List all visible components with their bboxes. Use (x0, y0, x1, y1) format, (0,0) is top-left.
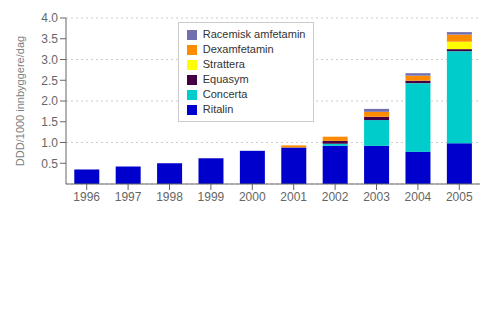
svg-text:1997: 1997 (115, 190, 142, 204)
svg-text:1.5: 1.5 (41, 115, 58, 129)
html-text:Equasym: Equasym (202, 73, 249, 85)
svg-text:3.5: 3.5 (41, 32, 58, 46)
html-text:Dexamfetamin: Dexamfetamin (202, 43, 274, 55)
html-text:Ritalin: Ritalin (202, 103, 234, 115)
svg-text:2001: 2001 (280, 190, 307, 204)
svg-text:2000: 2000 (239, 190, 266, 204)
svg-text:1999: 1999 (198, 190, 225, 204)
html-text:Racemisk amfetamin: Racemisk amfetamin (202, 28, 306, 40)
svg-text:2.0: 2.0 (41, 94, 58, 108)
html-text:Concerta: Concerta (202, 88, 248, 100)
svg-text:2004: 2004 (405, 190, 432, 204)
svg-text:2003: 2003 (363, 190, 390, 204)
svg-text:1.0: 1.0 (41, 136, 58, 150)
svg-text:0.5: 0.5 (41, 157, 58, 171)
svg-text:2005: 2005 (446, 190, 473, 204)
html-text:Strattera: Strattera (202, 58, 245, 70)
svg-text:4.0: 4.0 (41, 11, 58, 25)
svg-text:1996: 1996 (73, 190, 100, 204)
svg-text:1998: 1998 (156, 190, 183, 204)
svg-text:2002: 2002 (322, 190, 349, 204)
svg-text:3.0: 3.0 (41, 53, 58, 67)
svg-text:2.5: 2.5 (41, 74, 58, 88)
svg-text:DDD/1000 innbyggere/dag: DDD/1000 innbyggere/dag (14, 36, 26, 166)
